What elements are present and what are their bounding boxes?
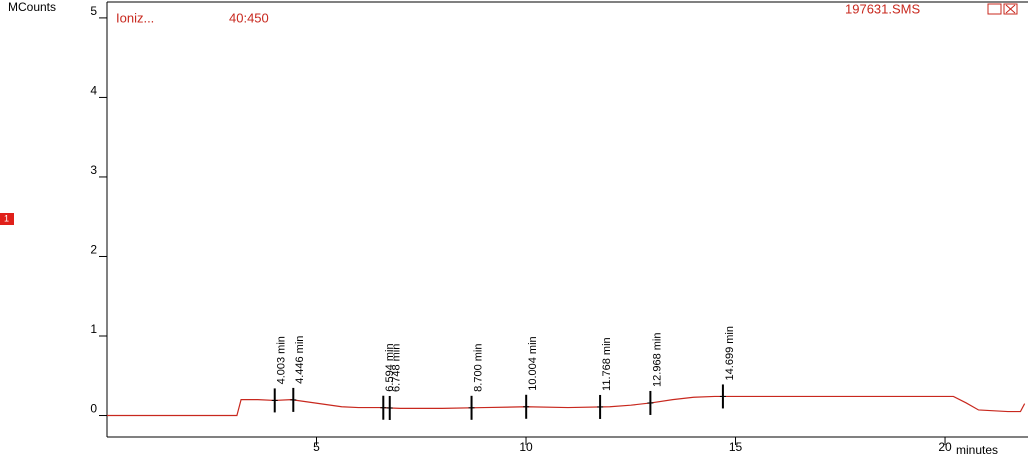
x-tick-label: 20 xyxy=(938,440,952,454)
peak-label: 4.003 min xyxy=(276,336,288,384)
trace-number: 1 xyxy=(4,213,9,223)
y-tick-label: 1 xyxy=(90,322,97,336)
close-icon[interactable] xyxy=(1003,3,1018,15)
y-tick-label: 5 xyxy=(90,4,97,18)
y-axis-label: MCounts xyxy=(8,0,56,14)
file-name: 197631.SMS xyxy=(845,1,920,16)
y-tick-label: 4 xyxy=(90,84,97,98)
ion-label: Ioniz... xyxy=(116,10,154,25)
y-tick-label: 2 xyxy=(90,243,97,257)
y-tick-label: 0 xyxy=(90,402,97,416)
restore-icon[interactable] xyxy=(987,3,1002,15)
x-tick-label: 5 xyxy=(313,440,320,454)
x-tick-label: 10 xyxy=(519,440,533,454)
peak-label: 6.594 min xyxy=(384,343,396,391)
x-axis-label: minutes xyxy=(956,443,998,457)
peak-label: 4.446 min xyxy=(294,336,306,384)
trace-line xyxy=(107,395,1026,417)
close-x xyxy=(1005,4,1016,14)
trace-badge xyxy=(0,213,14,225)
peak-label: 10.004 min xyxy=(527,336,539,390)
peak-label: 12.968 min xyxy=(651,333,663,387)
mass-range: 40:450 xyxy=(229,10,269,25)
y-tick-label: 3 xyxy=(90,163,97,177)
peak-label: 14.699 min xyxy=(724,326,736,380)
peak-label: 6.748 min xyxy=(391,344,403,392)
x-tick-label: 15 xyxy=(729,440,743,454)
peak-label: 8.700 min xyxy=(472,344,484,392)
peak-label: 11.768 min xyxy=(601,337,613,391)
